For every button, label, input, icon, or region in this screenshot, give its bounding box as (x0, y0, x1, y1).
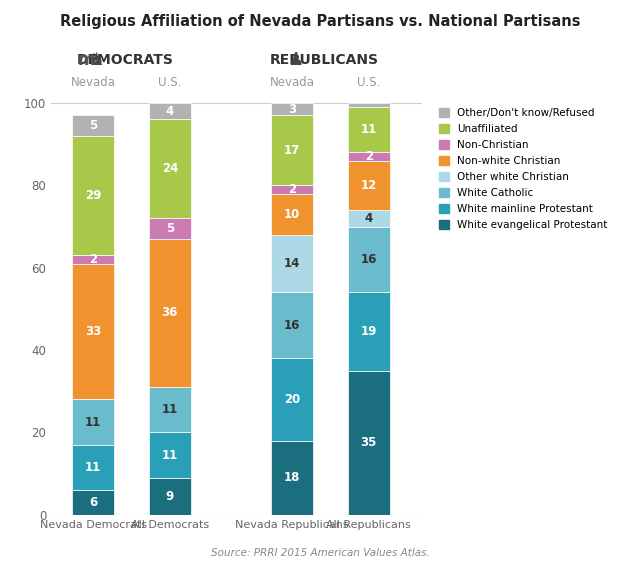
Text: 29: 29 (85, 189, 102, 202)
Text: 19: 19 (360, 325, 377, 338)
Text: 11: 11 (162, 403, 178, 416)
Text: 9: 9 (166, 490, 174, 503)
Bar (72, 136, 115, 255)
Bar (271, 103, 314, 116)
Bar (348, 227, 390, 292)
Text: m: m (78, 51, 95, 69)
Text: 35: 35 (360, 436, 377, 449)
Text: 20: 20 (284, 393, 300, 406)
Bar (72, 490, 115, 515)
Text: U.S.: U.S. (158, 76, 182, 89)
Bar (148, 219, 191, 239)
Text: Religious Affiliation of Nevada Partisans vs. National Partisans: Religious Affiliation of Nevada Partisan… (60, 14, 580, 29)
Legend: Other/Don't know/Refused, Unaffiliated, Non-Christian, Non-white Christian, Othe: Other/Don't know/Refused, Unaffiliated, … (439, 108, 608, 230)
Bar (72, 264, 115, 399)
Text: 11: 11 (85, 416, 101, 428)
Text: 16: 16 (360, 253, 377, 266)
Bar (271, 440, 314, 515)
Bar (271, 292, 314, 358)
Text: 14: 14 (284, 257, 300, 270)
Bar (72, 399, 115, 445)
Text: 33: 33 (85, 325, 101, 338)
Bar (348, 107, 390, 152)
Text: REPUBLICANS: REPUBLICANS (269, 53, 379, 67)
Text: 6: 6 (89, 496, 97, 509)
Bar (148, 103, 191, 120)
Bar (271, 235, 314, 292)
Bar (348, 103, 390, 107)
Text: 5: 5 (89, 119, 97, 132)
Text: 36: 36 (162, 307, 178, 320)
Text: 16: 16 (284, 319, 300, 332)
Text: Nevada: Nevada (270, 76, 315, 89)
Bar (348, 292, 390, 371)
Bar (148, 120, 191, 219)
Text: ♟: ♟ (287, 51, 303, 69)
Text: 2: 2 (89, 253, 97, 266)
Bar (148, 387, 191, 432)
Text: DEMOCRATS: DEMOCRATS (77, 53, 173, 67)
Text: 4: 4 (365, 212, 373, 225)
Bar (271, 116, 314, 185)
Text: 12: 12 (361, 179, 377, 192)
Text: 11: 11 (361, 123, 377, 136)
Text: 24: 24 (162, 162, 178, 176)
Bar (148, 478, 191, 515)
Bar (348, 210, 390, 227)
Bar (271, 358, 314, 440)
Bar (148, 239, 191, 387)
Text: 10: 10 (284, 208, 300, 221)
Text: 11: 11 (162, 448, 178, 462)
Text: 3: 3 (288, 102, 296, 116)
Bar (72, 255, 115, 264)
Bar (271, 193, 314, 235)
Text: Nevada: Nevada (71, 76, 116, 89)
Text: 11: 11 (85, 461, 101, 474)
Text: 2: 2 (288, 183, 296, 196)
Bar (348, 371, 390, 515)
Text: 2: 2 (365, 150, 373, 163)
Text: U.S.: U.S. (357, 76, 381, 89)
Bar (271, 185, 314, 193)
Bar (348, 161, 390, 210)
Text: 18: 18 (284, 471, 300, 484)
Bar (348, 152, 390, 161)
Text: Source: PRRI 2015 American Values Atlas.: Source: PRRI 2015 American Values Atlas. (211, 548, 429, 558)
Text: 4: 4 (166, 105, 174, 118)
Bar (148, 432, 191, 478)
Text: 17: 17 (284, 144, 300, 157)
Bar (72, 116, 115, 136)
Text: 5: 5 (166, 222, 174, 235)
Text: ♞: ♞ (88, 51, 104, 69)
Bar (72, 445, 115, 490)
